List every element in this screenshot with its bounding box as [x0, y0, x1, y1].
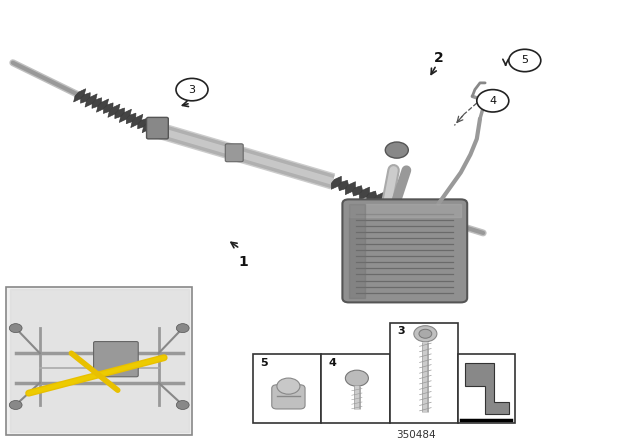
Polygon shape	[339, 180, 348, 191]
Polygon shape	[108, 104, 120, 117]
FancyBboxPatch shape	[93, 341, 138, 377]
Circle shape	[477, 90, 509, 112]
FancyBboxPatch shape	[272, 385, 305, 409]
Polygon shape	[374, 193, 383, 205]
Text: 4: 4	[329, 358, 337, 367]
Circle shape	[176, 78, 208, 101]
Circle shape	[414, 326, 437, 342]
Circle shape	[277, 378, 300, 394]
Text: 350484: 350484	[396, 430, 436, 440]
Polygon shape	[349, 204, 461, 217]
Polygon shape	[332, 177, 341, 189]
Circle shape	[509, 49, 541, 72]
Bar	[6, 287, 192, 435]
Circle shape	[419, 329, 432, 338]
Polygon shape	[367, 191, 376, 202]
Polygon shape	[388, 198, 397, 211]
Polygon shape	[138, 118, 147, 129]
Polygon shape	[74, 89, 86, 102]
Text: 3: 3	[397, 326, 405, 336]
Polygon shape	[85, 94, 97, 107]
FancyBboxPatch shape	[147, 117, 168, 139]
Text: 2: 2	[433, 51, 444, 65]
Bar	[321, 354, 390, 423]
Circle shape	[9, 401, 22, 409]
Bar	[390, 323, 458, 423]
Polygon shape	[115, 108, 125, 119]
Polygon shape	[360, 187, 369, 200]
Polygon shape	[92, 98, 102, 108]
Polygon shape	[395, 202, 404, 212]
Polygon shape	[346, 182, 355, 194]
Polygon shape	[119, 109, 131, 122]
Circle shape	[176, 323, 189, 332]
Polygon shape	[142, 120, 154, 133]
Text: 5: 5	[522, 56, 528, 65]
Polygon shape	[131, 114, 143, 128]
Polygon shape	[97, 99, 109, 112]
Polygon shape	[126, 113, 136, 124]
Polygon shape	[465, 363, 509, 414]
FancyBboxPatch shape	[225, 144, 243, 162]
Polygon shape	[81, 93, 90, 103]
Bar	[458, 354, 515, 423]
Polygon shape	[353, 185, 362, 196]
Polygon shape	[149, 123, 159, 134]
Circle shape	[385, 142, 408, 158]
Text: 1: 1	[238, 255, 248, 269]
Bar	[253, 354, 321, 423]
Polygon shape	[104, 103, 113, 113]
Text: 4: 4	[489, 96, 497, 106]
Polygon shape	[10, 289, 189, 432]
FancyBboxPatch shape	[342, 199, 467, 302]
Circle shape	[9, 323, 22, 332]
Text: 5: 5	[260, 358, 268, 367]
Circle shape	[176, 401, 189, 409]
Text: 3: 3	[189, 85, 195, 95]
Polygon shape	[349, 204, 365, 298]
Polygon shape	[381, 196, 390, 207]
Circle shape	[346, 370, 369, 386]
